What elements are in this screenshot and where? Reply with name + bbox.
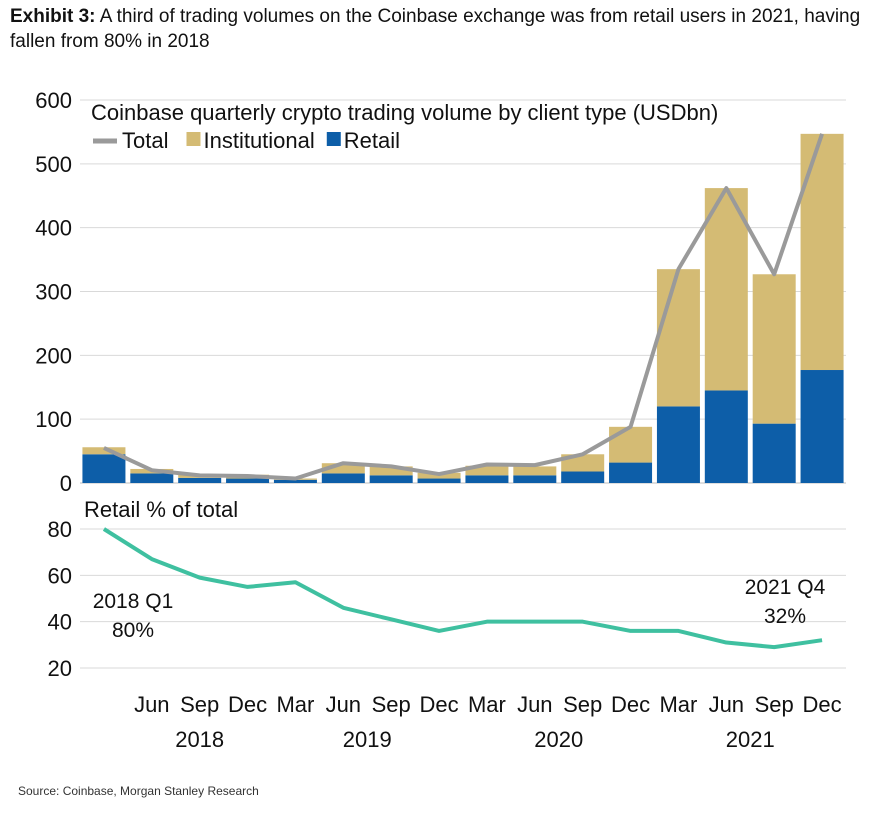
- y-tick-label-bottom: 60: [48, 563, 72, 588]
- x-tick-label: Dec: [611, 692, 650, 717]
- y-tick-label-top: 100: [35, 407, 72, 432]
- bar-institutional: [82, 447, 126, 455]
- y-tick-label-top: 0: [60, 471, 72, 496]
- total-line-group: [103, 133, 824, 481]
- bar-retail: [130, 473, 174, 483]
- bar-retail: [226, 478, 270, 483]
- bar-institutional: [465, 465, 509, 476]
- bar-retail: [321, 473, 365, 483]
- chart-svg: 0 100 200 300 400 500 600 20 40 60 80 Coinbase quar…: [35, 88, 846, 752]
- x-tick-label: Jun: [517, 692, 552, 717]
- annotation-end-value: 32%: [764, 605, 806, 628]
- bar-institutional: [656, 269, 700, 407]
- legend-label-retail: Retail: [344, 128, 400, 153]
- legend-label-total: Total: [122, 128, 168, 153]
- bar-institutional: [609, 426, 653, 463]
- x-tick-label: Sep: [755, 692, 794, 717]
- bar-retail: [656, 406, 700, 483]
- legend-label-institutional: Institutional: [203, 128, 314, 153]
- total-line: [103, 133, 824, 481]
- x-year-label: 2020: [534, 727, 583, 752]
- x-tick-label: Mar: [276, 692, 314, 717]
- bar-retail: [369, 475, 413, 483]
- bar-retail: [465, 475, 509, 483]
- bar-retail: [752, 423, 796, 483]
- x-tick-label: Dec: [228, 692, 267, 717]
- y-tick-label-bottom: 20: [48, 656, 72, 681]
- annotation-start-value: 80%: [112, 619, 154, 642]
- bar-retail: [561, 471, 605, 483]
- bar-institutional: [321, 463, 365, 474]
- y-tick-label-bottom: 80: [48, 517, 72, 542]
- legend-swatch-institutional: [186, 132, 201, 146]
- y-tick-label-top: 600: [35, 88, 72, 113]
- subchart-title: Retail % of total: [84, 497, 238, 522]
- labels-group: 0 100 200 300 400 500 600 20 40 60 80 Coinbase quar…: [35, 88, 841, 752]
- legend-swatch-retail: [326, 132, 341, 146]
- y-tick-label-top: 400: [35, 216, 72, 241]
- y-tick-label-top: 500: [35, 152, 72, 177]
- chart-title: Coinbase quarterly crypto trading volume…: [91, 100, 718, 125]
- source-note: Source: Coinbase, Morgan Stanley Researc…: [18, 784, 259, 798]
- bar-institutional: [800, 133, 844, 371]
- legend: Total Institutional Retail: [93, 128, 400, 153]
- x-year-label: 2021: [726, 727, 775, 752]
- bar-retail: [82, 454, 126, 483]
- exhibit-caption: Exhibit 3: A third of trading volumes on…: [10, 4, 870, 54]
- x-tick-label: Jun: [134, 692, 169, 717]
- bar-retail: [178, 477, 222, 483]
- bar-institutional: [513, 466, 557, 476]
- bar-retail: [513, 475, 557, 483]
- x-tick-label: Jun: [326, 692, 361, 717]
- bar-retail: [273, 479, 317, 483]
- exhibit-text: A third of trading volumes on the Coinba…: [10, 6, 861, 52]
- x-tick-label: Dec: [420, 692, 459, 717]
- x-tick-label: Dec: [803, 692, 842, 717]
- x-tick-label: Mar: [659, 692, 697, 717]
- annotation-start-label: 2018 Q1: [93, 590, 174, 613]
- x-tick-label: Sep: [180, 692, 219, 717]
- bar-retail: [417, 478, 461, 483]
- bar-institutional: [704, 188, 748, 391]
- bar-retail: [609, 462, 653, 483]
- x-year-label: 2018: [175, 727, 224, 752]
- x-tick-label: Jun: [709, 692, 744, 717]
- bar-institutional: [752, 274, 796, 424]
- bar-retail: [800, 370, 844, 483]
- retail-pct-line: [102, 527, 823, 650]
- exhibit-label: Exhibit 3:: [10, 6, 96, 27]
- retail-pct-group: [102, 527, 823, 650]
- y-tick-label-bottom: 40: [48, 610, 72, 635]
- bar-retail: [704, 390, 748, 483]
- y-tick-label-top: 200: [35, 343, 72, 368]
- x-tick-label: Mar: [468, 692, 506, 717]
- x-year-label: 2019: [343, 727, 392, 752]
- x-tick-label: Sep: [372, 692, 411, 717]
- annotation-end-label: 2021 Q4: [745, 576, 826, 599]
- bar-institutional: [369, 466, 413, 476]
- x-tick-label: Sep: [563, 692, 602, 717]
- bars-group: [82, 133, 844, 483]
- y-tick-label-top: 300: [35, 280, 72, 305]
